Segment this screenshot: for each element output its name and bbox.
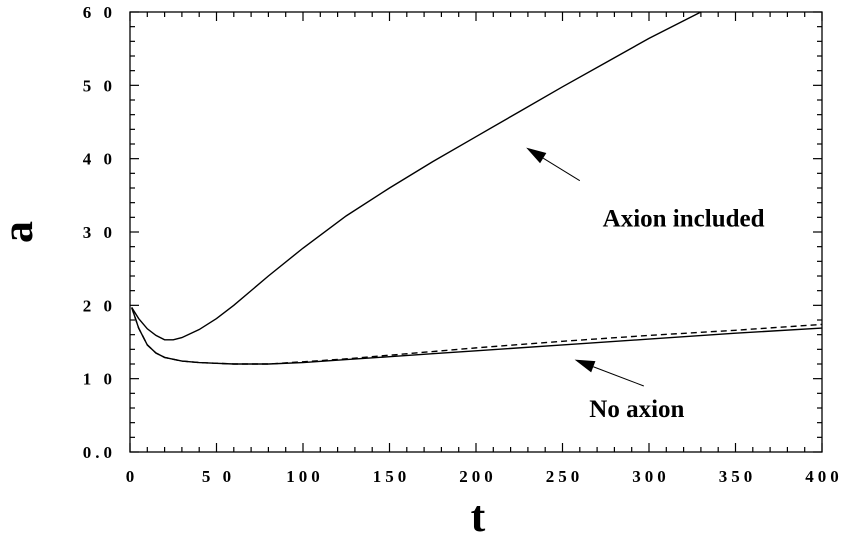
x-tick-label: 0 [126, 467, 139, 486]
annotation-label: No axion [589, 396, 684, 423]
annotation-arrow-head [526, 147, 547, 164]
y-tick-label: 6 0 [83, 3, 116, 22]
series-line-0 [131, 11, 702, 341]
x-tick-label: 400 [805, 467, 843, 486]
annotation-arrow-head [574, 359, 596, 373]
x-tick-label: 300 [632, 467, 670, 486]
y-tick-label: 2 0 [83, 296, 116, 315]
annotation-arrow-line [542, 157, 581, 182]
y-axis-title: a [0, 221, 42, 243]
series-line-1 [131, 307, 823, 365]
x-tick-label: 200 [459, 467, 497, 486]
annotation-label: Axion included [603, 205, 765, 232]
plot-frame [129, 11, 823, 453]
annotation-arrow-line [593, 366, 644, 387]
x-tick-label: 150 [373, 467, 411, 486]
y-tick-label: 3 0 [83, 223, 116, 242]
x-tick-label: 350 [719, 467, 757, 486]
annotation-layer: Axion included No axion [526, 147, 765, 423]
x-tick-label: 100 [286, 467, 324, 486]
x-axis-title: t [471, 492, 486, 541]
series-line-2 [131, 307, 823, 365]
y-tick-label: 4 0 [83, 150, 116, 169]
series-layer [131, 11, 823, 365]
x-tick-label: 250 [546, 467, 584, 486]
y-tick-label: 1 0 [83, 370, 116, 389]
y-tick-label: 5 0 [83, 76, 116, 95]
x-tick-label: 5 0 [202, 467, 235, 486]
y-tick-label: 0.0 [83, 443, 116, 462]
